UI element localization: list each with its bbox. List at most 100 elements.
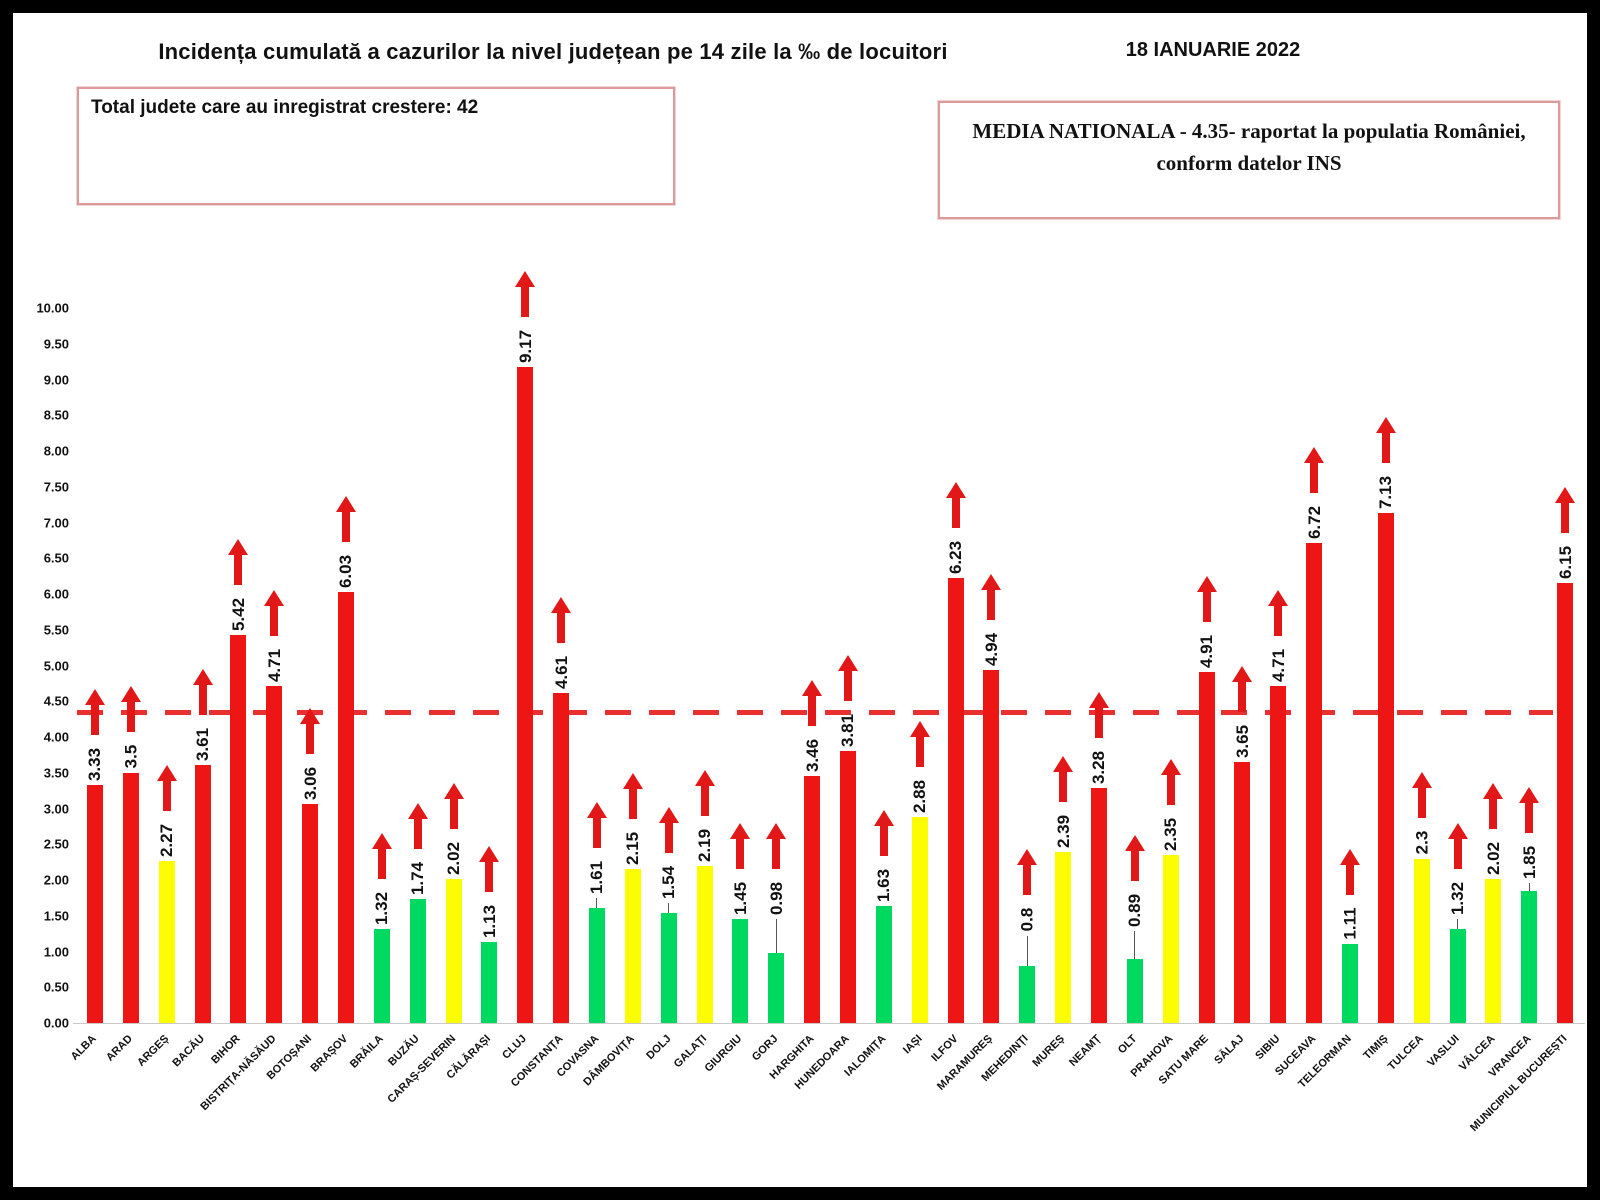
up-arrow-icon — [1375, 417, 1396, 464]
x-axis-label: TIMIȘ — [1361, 1032, 1391, 1063]
up-arrow-head — [586, 801, 607, 818]
y-axis-tick-label: 3.00 — [43, 801, 69, 816]
incidence-bar-chart: 10.00 9.50 9.00 8.50 8.00 7.50 7.00 6.50 6.00 5.5… — [13, 13, 1587, 1187]
up-arrow-shaft — [772, 838, 781, 869]
bar-value-label: 1.11 — [1340, 907, 1360, 940]
up-arrow-icon — [300, 708, 321, 755]
up-arrow-icon — [766, 822, 787, 869]
bar-valcea — [1485, 878, 1502, 1023]
up-arrow-head — [156, 764, 177, 781]
bar-value-label: 6.03 — [336, 554, 356, 588]
up-arrow-icon — [1232, 666, 1253, 713]
up-arrow-shaft — [1023, 864, 1032, 895]
x-axis-label: ARAD — [103, 1032, 135, 1064]
value-label-leader-line — [1457, 918, 1458, 929]
x-axis-label: BUZĂU — [385, 1032, 422, 1069]
up-arrow-icon — [228, 539, 249, 586]
x-axis-label: MUREȘ — [1030, 1032, 1068, 1070]
up-arrow-icon — [371, 832, 392, 879]
bar-value-label: 3.28 — [1089, 751, 1109, 785]
x-axis-label: IAȘI — [900, 1032, 925, 1057]
bar-value-label: 4.61 — [551, 656, 571, 690]
y-axis-tick-label: 2.50 — [43, 836, 69, 852]
up-arrow-shaft — [126, 701, 135, 732]
report-date: 18 IANUARIE 2022 — [1125, 39, 1301, 61]
bar-value-label: 2.39 — [1053, 815, 1073, 849]
up-arrow-shaft — [843, 670, 852, 701]
up-arrow-shaft — [1453, 838, 1462, 869]
bar-value-label: 1.85 — [1519, 845, 1539, 879]
up-arrow-icon — [1411, 771, 1432, 818]
up-arrow-head — [371, 832, 392, 849]
up-arrow-head — [1053, 756, 1074, 773]
bar-value-label: 1.61 — [587, 860, 607, 894]
bar-value-label: 2.19 — [695, 829, 715, 863]
bar-value-label: 2.02 — [444, 841, 464, 875]
bar-value-label: 4.91 — [1197, 634, 1217, 668]
bar-value-label: 5.42 — [228, 598, 248, 632]
bar-mehedinti — [1019, 965, 1036, 1023]
bar-giurgiu — [732, 919, 749, 1023]
bar-cluj — [517, 367, 534, 1023]
up-arrow-icon — [479, 846, 500, 893]
up-arrow-icon — [1339, 848, 1360, 895]
up-arrow-shaft — [1202, 591, 1211, 622]
bar-buzau — [409, 898, 426, 1023]
up-arrow-shaft — [1489, 798, 1498, 829]
up-arrow-icon — [981, 573, 1002, 620]
bar-value-label: 3.61 — [193, 727, 213, 761]
bar-constanta — [553, 693, 570, 1023]
up-arrow-icon — [1555, 487, 1576, 534]
bar-teleorman — [1341, 943, 1358, 1023]
up-arrow-head — [694, 770, 715, 787]
bar-value-label: 3.06 — [300, 767, 320, 801]
up-arrow-head — [766, 822, 787, 839]
up-arrow-icon — [407, 802, 428, 849]
bar-braila — [373, 928, 390, 1023]
bar-value-label: 3.65 — [1232, 724, 1252, 759]
bar-value-label: 1.32 — [1448, 881, 1468, 915]
y-axis-tick-label: 1.50 — [43, 908, 69, 924]
up-arrow-head — [1196, 575, 1217, 592]
up-arrow-shaft — [306, 724, 315, 755]
up-arrow-shaft — [987, 589, 996, 620]
y-axis-tick-label: 8.50 — [43, 407, 69, 423]
up-arrow-shaft — [700, 786, 709, 817]
up-arrow-head — [407, 802, 428, 819]
up-arrow-shaft — [1238, 682, 1247, 713]
up-arrow-head — [335, 495, 356, 512]
up-arrow-shaft — [1381, 433, 1390, 464]
up-arrow-head — [228, 539, 249, 556]
bar-value-label: 2.27 — [157, 823, 177, 857]
up-arrow-icon — [1088, 692, 1109, 739]
bar-value-label: 3.33 — [85, 747, 105, 781]
bar-value-label: 1.74 — [408, 861, 428, 895]
x-axis-label: GORJ — [750, 1032, 781, 1064]
up-arrow-icon — [1017, 848, 1038, 895]
up-arrow-head — [84, 688, 105, 705]
up-arrow-icon — [551, 597, 572, 644]
value-label-leader-line — [1134, 931, 1136, 960]
up-arrow-head — [300, 708, 321, 725]
up-arrow-head — [802, 679, 823, 696]
bar-prahova — [1162, 854, 1179, 1023]
bar-value-label: 4.71 — [264, 649, 284, 683]
up-arrow-shaft — [90, 704, 99, 735]
up-arrow-head — [981, 573, 1002, 590]
bar-value-label: 1.45 — [730, 882, 750, 916]
x-axis-label: SĂLAJ — [1212, 1032, 1247, 1067]
up-arrow-icon — [443, 782, 464, 829]
value-label-leader-line — [775, 918, 777, 953]
y-axis-tick-label: 2.00 — [43, 872, 69, 888]
x-axis-label: DOLJ — [643, 1032, 674, 1063]
up-arrow-icon — [658, 806, 679, 853]
bar-timis — [1377, 513, 1394, 1023]
up-arrow-head — [837, 654, 858, 671]
up-arrow-head — [658, 806, 679, 823]
up-arrow-head — [622, 773, 643, 790]
bar-value-label: 7.13 — [1376, 476, 1396, 510]
bar-value-label: 1.32 — [372, 891, 392, 925]
x-axis-label: CLUJ — [500, 1032, 530, 1062]
bar-gorj — [768, 952, 785, 1023]
up-arrow-shaft — [664, 822, 673, 853]
